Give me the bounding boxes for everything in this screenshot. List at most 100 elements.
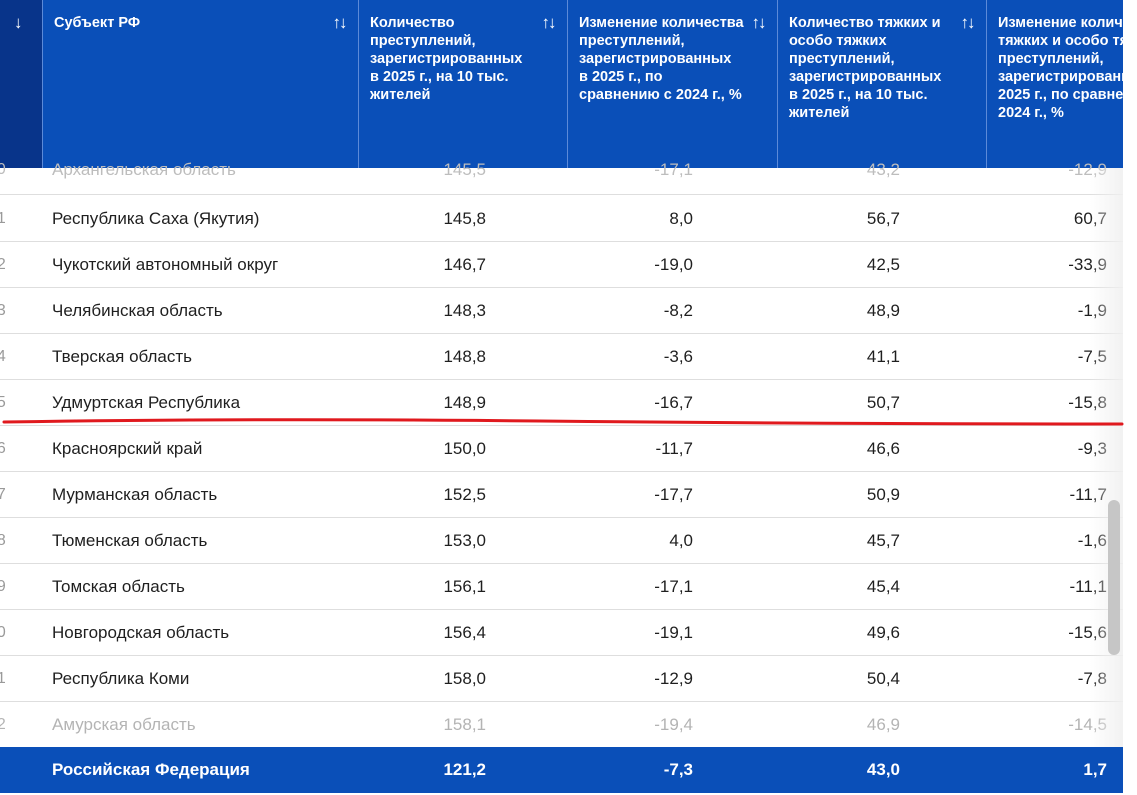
table-row[interactable]: 72 Амурская область 158,1 -19,4 46,9 -14,5 <box>0 702 1123 748</box>
table-row[interactable]: 71 Республика Коми 158,0 -12,9 50,4 -7,8 <box>0 656 1123 702</box>
grave-crimes-per-10k: 50,7 <box>866 393 900 412</box>
rank-number: 62 <box>0 256 6 273</box>
region-name: Республика Саха (Якутия) <box>52 209 260 228</box>
total-grave-crimes-per-10k: 43,0 <box>866 760 900 779</box>
crimes-change: -8,2 <box>663 301 693 320</box>
grave-crimes-change: -15,6 <box>1068 623 1107 642</box>
table-row[interactable]: 61 Республика Саха (Якутия) 145,8 8,0 56,7 60… <box>0 196 1123 242</box>
scrollbar-track[interactable] <box>1123 0 1137 795</box>
scrollbar-thumb[interactable] <box>1108 500 1120 655</box>
column-header-region[interactable]: Субъект РФ ↑↓ <box>42 0 358 168</box>
table-total-row: Российская Федерация 121,2 -7,3 43,0 1,7 <box>0 747 1123 793</box>
table-row[interactable]: 60 Архангельская область 145,5 -17,1 43,2 -12… <box>0 160 1123 195</box>
region-name: Амурская область <box>52 715 196 734</box>
region-name: Мурманская область <box>52 485 218 504</box>
column-header-crimes-per-10k[interactable]: Количество преступлений, зарегистрирован… <box>358 0 567 168</box>
crimes-change: 4,0 <box>669 531 693 550</box>
rank-number: 64 <box>0 348 6 365</box>
grave-crimes-per-10k: 50,4 <box>866 669 900 688</box>
crimes-per-10k: 156,1 <box>443 577 486 596</box>
grave-crimes-per-10k: 45,7 <box>866 531 900 550</box>
rank-number: 60 <box>0 161 6 178</box>
column-header-grave-crimes-per-10k[interactable]: Количество тяжких и особо тяжких преступ… <box>777 0 986 168</box>
column-header-label: Количество преступлений, зарегистрирован… <box>370 15 523 103</box>
crimes-change: -17,7 <box>654 485 693 504</box>
rank-number: 67 <box>0 486 6 503</box>
grave-crimes-change: -7,8 <box>1077 669 1107 688</box>
table-row[interactable]: 66 Красноярский край 150,0 -11,7 46,6 -9,3 <box>0 426 1123 472</box>
grave-crimes-change: -14,5 <box>1068 715 1107 734</box>
rank-number: 63 <box>0 302 6 319</box>
sort-toggle-icon[interactable]: ↑↓ <box>751 13 767 32</box>
total-crimes-change: -7,3 <box>663 760 693 779</box>
crimes-change: -11,7 <box>655 439 694 458</box>
region-name: Томская область <box>52 577 185 596</box>
table-row[interactable]: 65 Удмуртская Республика 148,9 -16,7 50,7 -15… <box>0 380 1123 426</box>
region-name: Чукотский автономный округ <box>52 255 279 274</box>
region-name: Челябинская область <box>52 301 223 320</box>
crimes-per-10k: 153,0 <box>443 531 486 550</box>
rank-number: 61 <box>0 210 6 227</box>
grave-crimes-per-10k: 45,4 <box>866 577 900 596</box>
grave-crimes-per-10k: 50,9 <box>866 485 900 504</box>
table-row[interactable]: 64 Тверская область 148,8 -3,6 41,1 -7,5 <box>0 334 1123 380</box>
crimes-per-10k: 145,5 <box>443 160 486 179</box>
region-name: Красноярский край <box>52 439 203 458</box>
region-name: Новгородская область <box>52 623 230 642</box>
rank-column-header[interactable]: ↓ <box>0 0 42 168</box>
region-name: Тверская область <box>52 347 193 366</box>
crimes-change: -17,1 <box>654 160 693 179</box>
crimes-change: 8,0 <box>669 209 693 228</box>
crimes-change: -3,6 <box>663 347 693 366</box>
table-row[interactable]: 62 Чукотский автономный округ 146,7 -19,0 42… <box>0 242 1123 288</box>
crimes-per-10k: 145,8 <box>443 209 486 228</box>
rank-number: 68 <box>0 532 6 549</box>
sort-toggle-icon[interactable]: ↑↓ <box>332 13 348 32</box>
crimes-change: -19,0 <box>654 255 693 274</box>
table-row[interactable]: 69 Томская область 156,1 -17,1 45,4 -11,1 <box>0 564 1123 610</box>
crimes-per-10k: 152,5 <box>443 485 486 504</box>
table-row[interactable]: 68 Тюменская область 153,0 4,0 45,7 -1,6 <box>0 518 1123 564</box>
grave-crimes-change: -11,7 <box>1069 485 1108 504</box>
total-row-name: Российская Федерация <box>52 760 250 779</box>
sort-desc-icon[interactable]: ↓ <box>14 13 23 32</box>
table-row[interactable]: 70 Новгородская область 156,4 -19,1 49,6 -15,… <box>0 610 1123 656</box>
grave-crimes-change: -1,6 <box>1077 531 1107 550</box>
region-name: Удмуртская Республика <box>52 393 241 412</box>
table-row[interactable]: 67 Мурманская область 152,5 -17,7 50,9 -11,7 <box>0 472 1123 518</box>
total-grave-crimes-change: 1,7 <box>1083 760 1107 779</box>
grave-crimes-change: -7,5 <box>1077 347 1107 366</box>
column-header-label: Изменение количества тяжких и особо тяжк… <box>998 15 1123 121</box>
sort-toggle-icon[interactable]: ↑↓ <box>541 13 557 32</box>
rank-number: 65 <box>0 394 6 411</box>
total-crimes-per-10k: 121,2 <box>443 760 486 779</box>
grave-crimes-per-10k: 48,9 <box>866 301 900 320</box>
table-row[interactable]: 63 Челябинская область 148,3 -8,2 48,9 -1,9 <box>0 288 1123 334</box>
grave-crimes-per-10k: 46,6 <box>866 439 900 458</box>
grave-crimes-per-10k: 49,6 <box>866 623 900 642</box>
grave-crimes-change: -12,9 <box>1068 160 1107 179</box>
crimes-change: -19,4 <box>654 715 693 734</box>
crimes-per-10k: 158,0 <box>443 669 486 688</box>
rank-number: 72 <box>0 716 6 733</box>
column-header-grave-crimes-change[interactable]: Изменение количества тяжких и особо тяжк… <box>986 0 1123 168</box>
rank-number: 69 <box>0 578 6 595</box>
grave-crimes-change: -9,3 <box>1077 439 1107 458</box>
grave-crimes-per-10k: 41,1 <box>866 347 900 366</box>
grave-crimes-per-10k: 42,5 <box>866 255 900 274</box>
region-name: Тюменская область <box>52 531 208 550</box>
sort-toggle-icon[interactable]: ↑↓ <box>960 13 976 32</box>
crimes-per-10k: 148,9 <box>443 393 486 412</box>
grave-crimes-change: -1,9 <box>1077 301 1107 320</box>
column-header-label: Количество тяжких и особо тяжких преступ… <box>789 15 942 121</box>
column-header-crimes-change[interactable]: Изменение количества преступлений, зарег… <box>567 0 777 168</box>
grave-crimes-per-10k: 46,9 <box>866 715 900 734</box>
table-header: ↓ Субъект РФ ↑↓ Количество преступлений,… <box>0 0 1123 168</box>
grave-crimes-change: -15,8 <box>1068 393 1107 412</box>
crimes-per-10k: 156,4 <box>443 623 486 642</box>
crimes-per-10k: 158,1 <box>443 715 486 734</box>
grave-crimes-change: -11,1 <box>1069 577 1108 596</box>
column-header-label: Субъект РФ <box>54 15 141 31</box>
crimes-change: -19,1 <box>654 623 693 642</box>
